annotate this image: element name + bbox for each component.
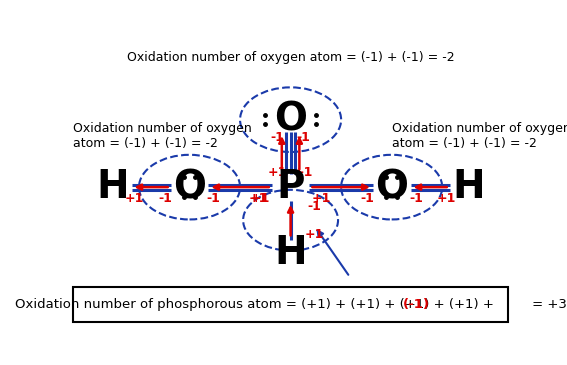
FancyBboxPatch shape <box>73 287 508 322</box>
Text: H: H <box>274 234 307 272</box>
Text: +1: +1 <box>125 192 144 205</box>
Text: +1: +1 <box>312 192 331 205</box>
Text: H: H <box>96 168 129 206</box>
Text: +1: +1 <box>294 166 314 179</box>
Text: -1: -1 <box>409 192 423 205</box>
Text: O: O <box>375 168 408 206</box>
Text: -1: -1 <box>297 131 311 144</box>
Text: Oxidation number of oxygen atom = (-1) + (-1) = -2: Oxidation number of oxygen atom = (-1) +… <box>127 51 454 64</box>
Text: +1: +1 <box>268 166 287 179</box>
Text: +1: +1 <box>249 192 268 205</box>
Text: +1: +1 <box>305 227 324 241</box>
Text: +1: +1 <box>250 192 269 205</box>
Text: -1: -1 <box>308 200 321 213</box>
Text: H: H <box>452 168 485 206</box>
Text: -1: -1 <box>361 192 374 205</box>
Text: Oxidation number of phosphorous atom = (+1) + (+1) + (+1) + (+1) +         = +3: Oxidation number of phosphorous atom = (… <box>15 298 566 311</box>
Text: -1: -1 <box>207 192 221 205</box>
Text: -1: -1 <box>270 131 284 144</box>
Text: O: O <box>173 168 206 206</box>
Text: +1: +1 <box>437 192 456 205</box>
Text: (-1): (-1) <box>403 298 429 311</box>
Text: Oxidation number of oxygen
atom = (-1) + (-1) = -2: Oxidation number of oxygen atom = (-1) +… <box>73 123 252 150</box>
Text: O: O <box>274 101 307 139</box>
Text: Oxidation number of phosphorous atom = (+1) + (+1) + (+1) + (+1) + (-1) = +3: Oxidation number of phosphorous atom = (… <box>18 298 564 311</box>
Text: Oxidation number of oxygen
atom = (-1) + (-1) = -2: Oxidation number of oxygen atom = (-1) +… <box>392 123 567 150</box>
Text: P: P <box>276 168 305 206</box>
Text: -1: -1 <box>158 192 172 205</box>
